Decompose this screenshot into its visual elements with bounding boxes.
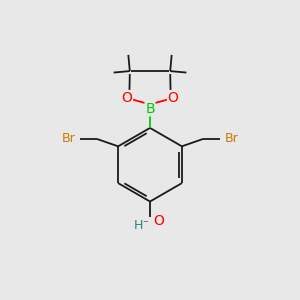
Text: Br: Br [61,133,75,146]
Text: O: O [154,214,164,228]
Text: O: O [167,91,178,105]
Text: O: O [122,91,133,105]
Text: H: H [134,220,143,232]
Text: Br: Br [225,133,238,146]
Text: B: B [145,102,155,116]
Text: ⁻: ⁻ [142,219,148,229]
